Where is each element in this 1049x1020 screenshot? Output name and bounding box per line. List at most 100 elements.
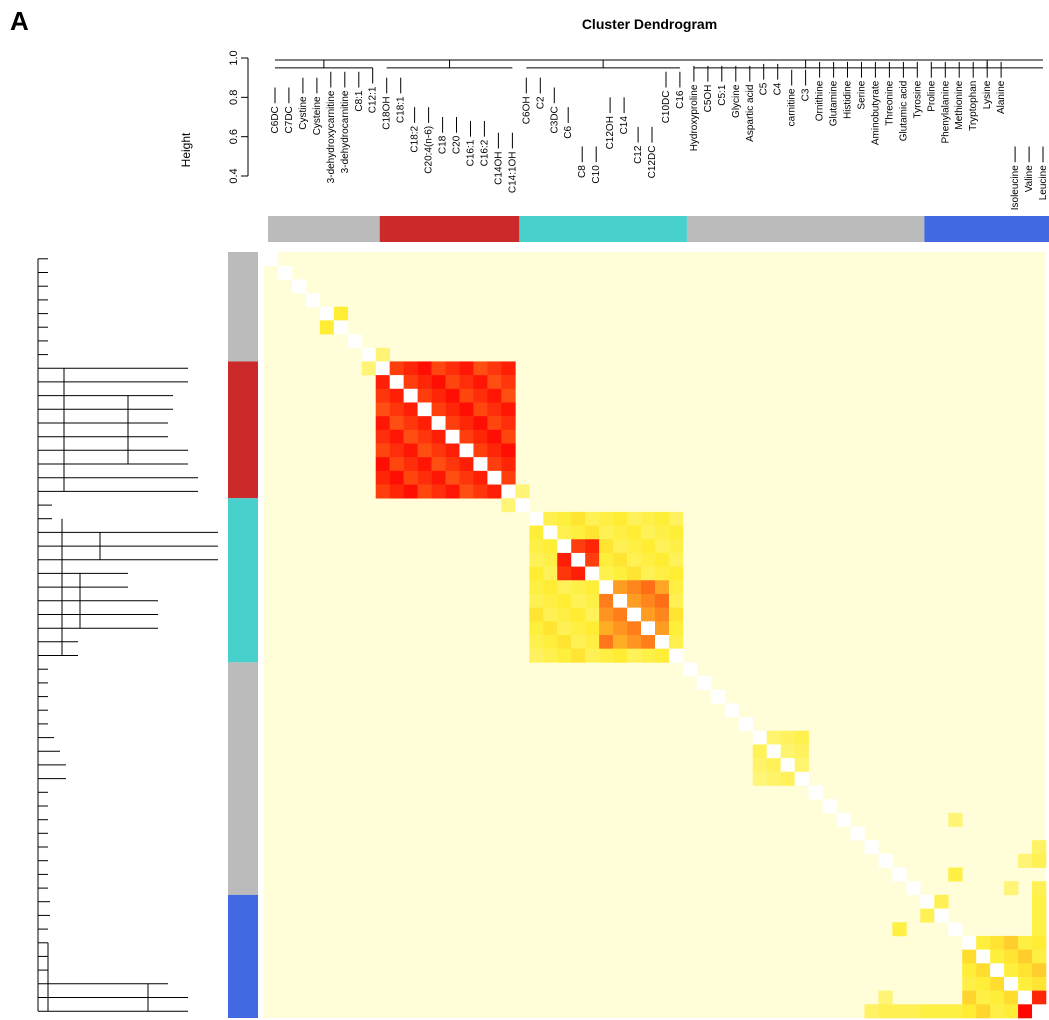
heatmap-diagonal-cell [864, 840, 879, 855]
heatmap-cell [529, 648, 544, 663]
heatmap-cell [571, 539, 586, 554]
heatmap-cell [473, 361, 488, 376]
heatmap-cell [585, 607, 600, 622]
heatmap-cell [445, 375, 460, 390]
heatmap-cell [445, 443, 460, 458]
heatmap-cell [417, 416, 432, 431]
heatmap-cell [417, 484, 432, 499]
column-label: Aminobutyrate [870, 80, 881, 145]
heatmap-cell [557, 593, 572, 608]
heatmap-diagonal-cell [822, 799, 837, 814]
heatmap-diagonal-cell [529, 511, 544, 526]
column-label: C2 [535, 96, 546, 109]
heatmap-cell [375, 402, 390, 417]
heatmap-diagonal-cell [473, 457, 488, 472]
heatmap-cell [375, 470, 390, 485]
heatmap-cell [459, 402, 474, 417]
heatmap-cell [990, 976, 1005, 991]
heatmap-cell [1032, 976, 1047, 991]
heatmap-cell [487, 484, 502, 499]
heatmap-cell [557, 635, 572, 649]
column-label: C8:1 [354, 90, 365, 112]
heatmap-diagonal-cell [710, 689, 726, 704]
heatmap-cell [361, 361, 377, 376]
heatmap-cell [641, 593, 656, 608]
heatmap-diagonal-cell [361, 347, 377, 362]
module-bar-left [228, 498, 258, 663]
heatmap-diagonal-cell [264, 252, 279, 266]
heatmap-cell [613, 580, 628, 595]
heatmap-cell [473, 416, 488, 431]
column-label: Isoleucine [1010, 165, 1021, 210]
column-label: Proline [926, 80, 937, 112]
heatmap-cell [389, 402, 404, 417]
heatmap-diagonal-cell [878, 853, 893, 868]
heatmap-cell [403, 429, 418, 444]
heatmap-diagonal-cell [585, 566, 600, 581]
heatmap-cell [627, 552, 642, 567]
heatmap-cell [892, 922, 907, 937]
heatmap-cell [794, 758, 809, 773]
heatmap-cell [543, 552, 558, 567]
heatmap-cell [445, 416, 460, 431]
heatmap-diagonal-cell [389, 375, 404, 390]
heatmap-cell [403, 361, 418, 376]
heatmap-cell [752, 771, 768, 786]
heatmap-cell [375, 443, 390, 458]
column-label: Lysine [982, 80, 993, 109]
heatmap-cell [627, 580, 642, 595]
heatmap-cell [557, 511, 572, 526]
column-label: 3-dehydroxycarnitine [326, 90, 337, 183]
heatmap-cell [571, 593, 586, 608]
column-label: Methionine [954, 80, 965, 129]
heatmap-cell [487, 457, 502, 472]
heatmap-cell [501, 388, 516, 403]
heatmap-cell [459, 375, 474, 390]
heatmap-cell [473, 484, 488, 499]
heatmap-diagonal-cell [1018, 990, 1033, 1005]
column-label: C6 [563, 125, 574, 138]
heatmap-cell [641, 648, 656, 663]
heatmap-cell [962, 1004, 977, 1019]
heatmap-diagonal-cell [557, 539, 572, 554]
heatmap-cell [543, 648, 558, 663]
heatmap-cell [627, 593, 642, 608]
heatmap-diagonal-cell [375, 361, 390, 376]
heatmap-cell [976, 935, 991, 950]
column-label: C12DC [647, 146, 658, 179]
height-tick-label: 1.0 [228, 50, 240, 65]
heatmap-cell [641, 566, 656, 581]
height-tick-label: 0.8 [228, 90, 240, 105]
column-label: Alanine [996, 80, 1007, 114]
heatmap-cell [445, 457, 460, 472]
heatmap-cell [403, 375, 418, 390]
module-bar-top [519, 216, 687, 242]
heatmap-diagonal-cell [1032, 1004, 1047, 1019]
heatmap-cell [375, 429, 390, 444]
heatmap-cell [543, 580, 558, 595]
heatmap-cell [557, 607, 572, 622]
heatmap-cell [599, 539, 614, 554]
heatmap-cell [529, 607, 544, 622]
column-label: Serine [857, 80, 868, 109]
heatmap-diagonal-cell [277, 265, 293, 280]
heatmap-diagonal-cell [333, 320, 349, 335]
heatmap-cell [445, 470, 460, 485]
heatmap-cell [389, 443, 404, 458]
heatmap-cell [627, 511, 642, 526]
heatmap-cell [655, 525, 670, 540]
heatmap-cell [529, 593, 544, 608]
heatmap-cell [599, 511, 614, 526]
column-label: C5OH [703, 85, 714, 113]
column-label: Phenylalanine [940, 80, 951, 143]
heatmap-diagonal-cell [920, 894, 935, 909]
module-bar-top [924, 216, 1049, 242]
heatmap-cell [668, 593, 684, 608]
heatmap-cell [655, 648, 670, 663]
heatmap-cell [668, 621, 684, 636]
heatmap-diagonal-cell [627, 607, 642, 622]
heatmap-diagonal-cell [668, 648, 684, 663]
heatmap-diagonal-cell [696, 676, 712, 691]
heatmap-cell [375, 388, 390, 403]
